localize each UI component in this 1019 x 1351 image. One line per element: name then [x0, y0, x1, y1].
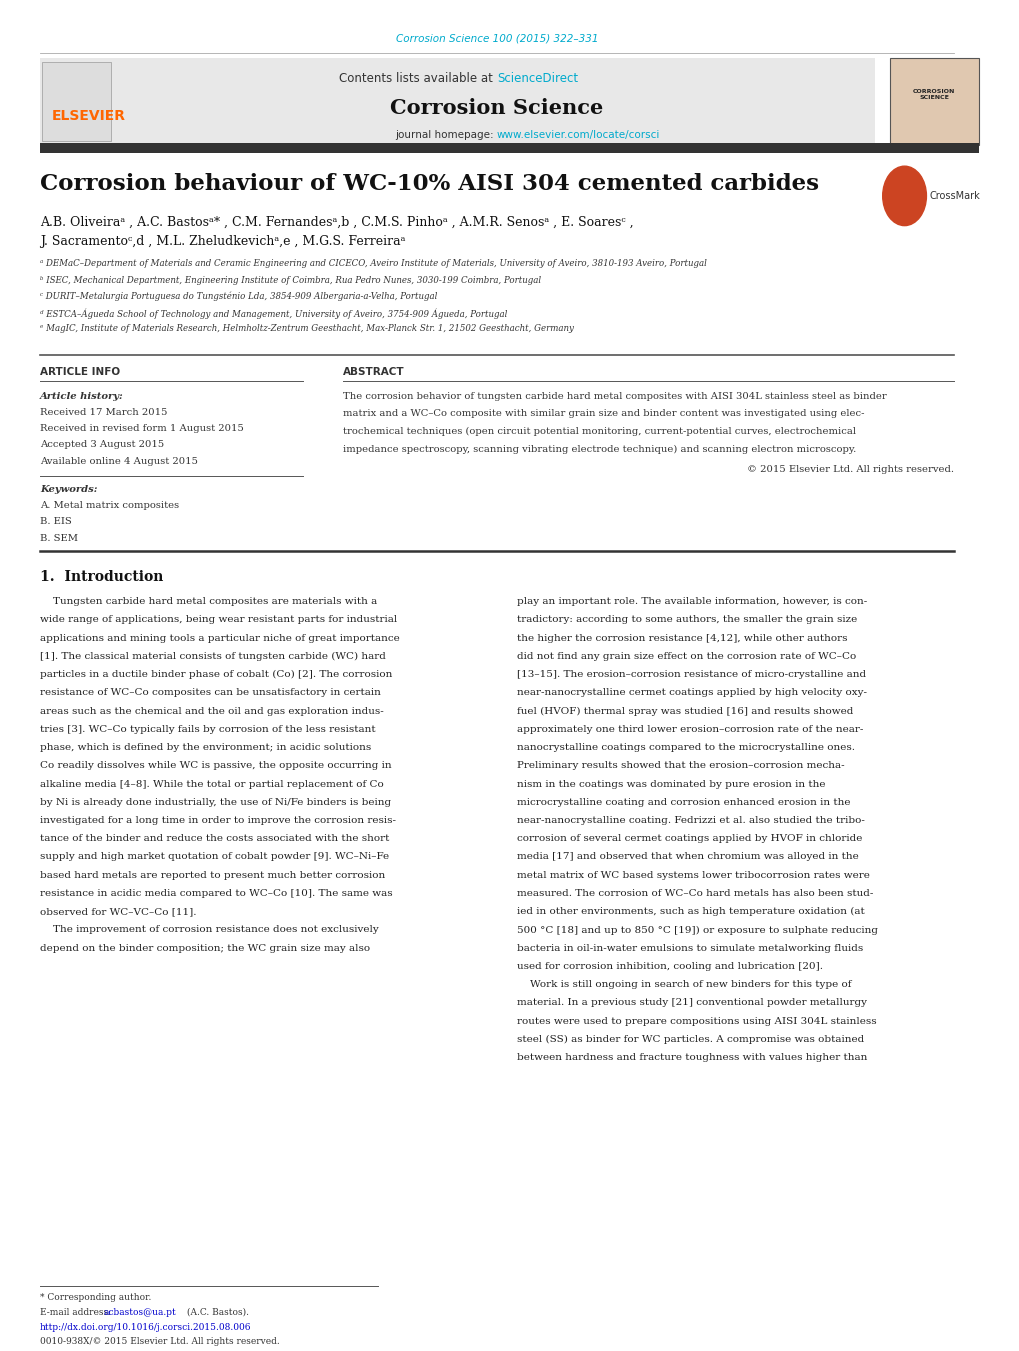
Text: 0010-938X/© 2015 Elsevier Ltd. All rights reserved.: 0010-938X/© 2015 Elsevier Ltd. All right… [40, 1337, 279, 1347]
Text: by Ni is already done industrially, the use of Ni/Fe binders is being: by Ni is already done industrially, the … [40, 797, 390, 807]
Text: routes were used to prepare compositions using AISI 304L stainless: routes were used to prepare compositions… [517, 1016, 875, 1025]
Text: E-mail address:: E-mail address: [40, 1308, 114, 1317]
FancyBboxPatch shape [42, 62, 111, 141]
Text: play an important role. The available information, however, is con-: play an important role. The available in… [517, 597, 866, 607]
Text: resistance in acidic media compared to WC–Co [10]. The same was: resistance in acidic media compared to W… [40, 889, 392, 898]
Text: wide range of applications, being wear resistant parts for industrial: wide range of applications, being wear r… [40, 615, 396, 624]
Text: matrix and a WC–Co composite with similar grain size and binder content was inve: matrix and a WC–Co composite with simila… [342, 409, 863, 419]
Text: tradictory: according to some authors, the smaller the grain size: tradictory: according to some authors, t… [517, 615, 856, 624]
Text: observed for WC–VC–Co [11].: observed for WC–VC–Co [11]. [40, 908, 196, 916]
Text: tries [3]. WC–Co typically fails by corrosion of the less resistant: tries [3]. WC–Co typically fails by corr… [40, 724, 375, 734]
Text: 500 °C [18] and up to 850 °C [19]) or exposure to sulphate reducing: 500 °C [18] and up to 850 °C [19]) or ex… [517, 925, 877, 935]
Text: nanocrystalline coatings compared to the microcrystalline ones.: nanocrystalline coatings compared to the… [517, 743, 854, 753]
Text: * Corresponding author.: * Corresponding author. [40, 1293, 151, 1302]
Text: ied in other environments, such as high temperature oxidation (at: ied in other environments, such as high … [517, 908, 864, 916]
Text: Received 17 March 2015: Received 17 March 2015 [40, 408, 167, 417]
Text: impedance spectroscopy, scanning vibrating electrode technique) and scanning ele: impedance spectroscopy, scanning vibrati… [342, 444, 855, 454]
Text: Accepted 3 August 2015: Accepted 3 August 2015 [40, 440, 164, 450]
Text: ᵈ ESTCA–Águeda School of Technology and Management, University of Aveiro, 3754-9: ᵈ ESTCA–Águeda School of Technology and … [40, 308, 506, 319]
Text: the higher the corrosion resistance [4,12], while other authors: the higher the corrosion resistance [4,1… [517, 634, 847, 643]
Text: bacteria in oil-in-water emulsions to simulate metalworking fluids: bacteria in oil-in-water emulsions to si… [517, 943, 862, 952]
Text: investigated for a long time in order to improve the corrosion resis-: investigated for a long time in order to… [40, 816, 395, 825]
Text: used for corrosion inhibition, cooling and lubrication [20].: used for corrosion inhibition, cooling a… [517, 962, 822, 971]
Text: alkaline media [4–8]. While the total or partial replacement of Co: alkaline media [4–8]. While the total or… [40, 780, 383, 789]
Text: media [17] and observed that when chromium was alloyed in the: media [17] and observed that when chromi… [517, 852, 858, 862]
Text: ᵃ DEMaC–Department of Materials and Ceramic Engineering and CICECO, Aveiro Insti: ᵃ DEMaC–Department of Materials and Cera… [40, 259, 706, 269]
Text: ᵇ ISEC, Mechanical Department, Engineering Institute of Coimbra, Rua Pedro Nunes: ᵇ ISEC, Mechanical Department, Engineeri… [40, 276, 540, 285]
Text: Article history:: Article history: [40, 392, 123, 401]
Text: CORROSION
SCIENCE: CORROSION SCIENCE [912, 89, 955, 100]
FancyBboxPatch shape [889, 58, 978, 145]
Text: Tungsten carbide hard metal composites are materials with a: Tungsten carbide hard metal composites a… [40, 597, 377, 607]
FancyBboxPatch shape [40, 58, 874, 145]
Text: Corrosion Science: Corrosion Science [390, 99, 603, 118]
Circle shape [881, 166, 925, 226]
Text: ABSTRACT: ABSTRACT [342, 367, 405, 377]
Text: steel (SS) as binder for WC particles. A compromise was obtained: steel (SS) as binder for WC particles. A… [517, 1035, 863, 1044]
Text: Work is still ongoing in search of new binders for this type of: Work is still ongoing in search of new b… [517, 979, 851, 989]
Text: areas such as the chemical and the oil and gas exploration indus-: areas such as the chemical and the oil a… [40, 707, 383, 716]
Text: [13–15]. The erosion–corrosion resistance of micro-crystalline and: [13–15]. The erosion–corrosion resistanc… [517, 670, 865, 680]
Text: approximately one third lower erosion–corrosion rate of the near-: approximately one third lower erosion–co… [517, 724, 862, 734]
Text: J. Sacramentoᶜ,d , M.L. Zheludkevichᵃ,e , M.G.S. Ferreiraᵃ: J. Sacramentoᶜ,d , M.L. Zheludkevichᵃ,e … [40, 235, 405, 249]
Text: Preliminary results showed that the erosion–corrosion mecha-: Preliminary results showed that the eros… [517, 761, 844, 770]
Text: CrossMark: CrossMark [928, 190, 979, 201]
Text: B. EIS: B. EIS [40, 517, 71, 527]
Text: depend on the binder composition; the WC grain size may also: depend on the binder composition; the WC… [40, 943, 370, 952]
Text: ARTICLE INFO: ARTICLE INFO [40, 367, 120, 377]
Text: A.B. Oliveiraᵃ , A.C. Bastosᵃ* , C.M. Fernandesᵃ,b , C.M.S. Pinhoᵃ , A.M.R. Seno: A.B. Oliveiraᵃ , A.C. Bastosᵃ* , C.M. Fe… [40, 216, 633, 230]
FancyBboxPatch shape [40, 143, 978, 153]
Text: microcrystalline coating and corrosion enhanced erosion in the: microcrystalline coating and corrosion e… [517, 797, 850, 807]
Text: http://dx.doi.org/10.1016/j.corsci.2015.08.006: http://dx.doi.org/10.1016/j.corsci.2015.… [40, 1323, 251, 1332]
Text: resistance of WC–Co composites can be unsatisfactory in certain: resistance of WC–Co composites can be un… [40, 688, 380, 697]
Text: A. Metal matrix composites: A. Metal matrix composites [40, 501, 178, 511]
Text: phase, which is defined by the environment; in acidic solutions: phase, which is defined by the environme… [40, 743, 371, 753]
Text: applications and mining tools a particular niche of great importance: applications and mining tools a particul… [40, 634, 399, 643]
Text: metal matrix of WC based systems lower tribocorrosion rates were: metal matrix of WC based systems lower t… [517, 870, 869, 880]
Text: Corrosion Science 100 (2015) 322–331: Corrosion Science 100 (2015) 322–331 [395, 34, 598, 43]
Text: fuel (HVOF) thermal spray was studied [16] and results showed: fuel (HVOF) thermal spray was studied [1… [517, 707, 853, 716]
Text: corrosion of several cermet coatings applied by HVOF in chloride: corrosion of several cermet coatings app… [517, 834, 861, 843]
Text: The corrosion behavior of tungsten carbide hard metal composites with AISI 304L : The corrosion behavior of tungsten carbi… [342, 392, 886, 401]
Text: (A.C. Bastos).: (A.C. Bastos). [183, 1308, 249, 1317]
Text: Contents lists available at: Contents lists available at [339, 72, 496, 85]
Text: ScienceDirect: ScienceDirect [496, 72, 578, 85]
Text: The improvement of corrosion resistance does not exclusively: The improvement of corrosion resistance … [40, 925, 378, 935]
Text: Available online 4 August 2015: Available online 4 August 2015 [40, 457, 198, 466]
Text: ᵉ MagIC, Institute of Materials Research, Helmholtz-Zentrum Geesthacht, Max-Plan: ᵉ MagIC, Institute of Materials Research… [40, 324, 573, 334]
Text: B. SEM: B. SEM [40, 534, 77, 543]
Text: between hardness and fracture toughness with values higher than: between hardness and fracture toughness … [517, 1054, 866, 1062]
Text: measured. The corrosion of WC–Co hard metals has also been stud-: measured. The corrosion of WC–Co hard me… [517, 889, 872, 898]
Text: 1.  Introduction: 1. Introduction [40, 570, 163, 584]
Text: journal homepage:: journal homepage: [394, 130, 496, 141]
Text: Keywords:: Keywords: [40, 485, 97, 494]
Text: © 2015 Elsevier Ltd. All rights reserved.: © 2015 Elsevier Ltd. All rights reserved… [747, 465, 954, 474]
Text: www.elsevier.com/locate/corsci: www.elsevier.com/locate/corsci [496, 130, 659, 141]
Text: near-nanocrystalline coating. Fedrizzi et al. also studied the tribo-: near-nanocrystalline coating. Fedrizzi e… [517, 816, 864, 825]
Text: Co readily dissolves while WC is passive, the opposite occurring in: Co readily dissolves while WC is passive… [40, 761, 391, 770]
Text: ELSEVIER: ELSEVIER [52, 109, 125, 123]
Text: trochemical techniques (open circuit potential monitoring, current-potential cur: trochemical techniques (open circuit pot… [342, 427, 855, 436]
Text: supply and high market quotation of cobalt powder [9]. WC–Ni–Fe: supply and high market quotation of coba… [40, 852, 388, 862]
Text: acbastos@ua.pt: acbastos@ua.pt [103, 1308, 176, 1317]
Text: tance of the binder and reduce the costs associated with the short: tance of the binder and reduce the costs… [40, 834, 389, 843]
Text: based hard metals are reported to present much better corrosion: based hard metals are reported to presen… [40, 870, 384, 880]
Text: ᶜ DURIT–Metalurgia Portuguesa do Tungsténio Lda, 3854-909 Albergaria-a-Velha, Po: ᶜ DURIT–Metalurgia Portuguesa do Tungsté… [40, 292, 437, 301]
Text: material. In a previous study [21] conventional powder metallurgy: material. In a previous study [21] conve… [517, 998, 866, 1008]
Text: did not find any grain size effect on the corrosion rate of WC–Co: did not find any grain size effect on th… [517, 653, 855, 661]
Text: near-nanocrystalline cermet coatings applied by high velocity oxy-: near-nanocrystalline cermet coatings app… [517, 688, 866, 697]
Text: Corrosion behaviour of WC-10% AISI 304 cemented carbides: Corrosion behaviour of WC-10% AISI 304 c… [40, 173, 818, 195]
Text: particles in a ductile binder phase of cobalt (Co) [2]. The corrosion: particles in a ductile binder phase of c… [40, 670, 391, 680]
Text: [1]. The classical material consists of tungsten carbide (WC) hard: [1]. The classical material consists of … [40, 653, 385, 661]
Text: nism in the coatings was dominated by pure erosion in the: nism in the coatings was dominated by pu… [517, 780, 824, 789]
Text: Received in revised form 1 August 2015: Received in revised form 1 August 2015 [40, 424, 244, 434]
